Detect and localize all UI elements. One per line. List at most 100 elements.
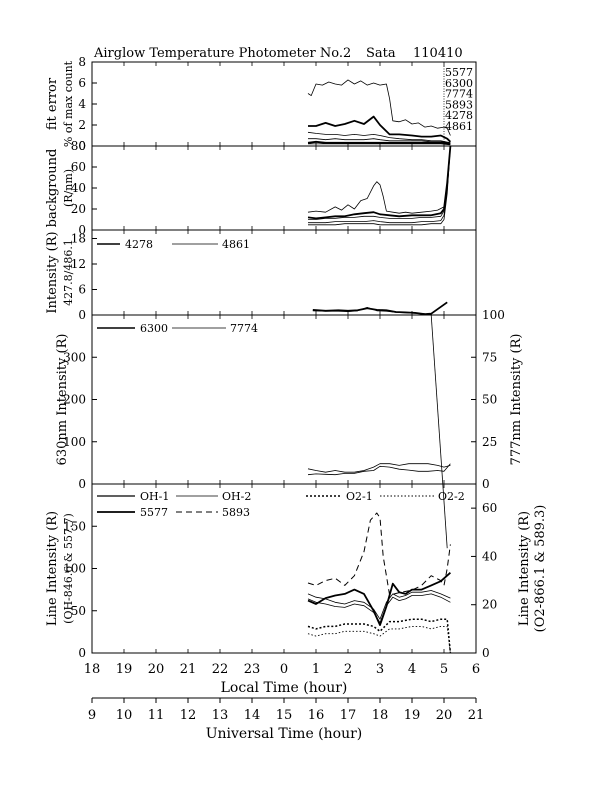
date-code: 110410 [413,46,463,61]
fit-error-legend-6300: 6300 [445,77,473,90]
local-time-axis-label: Local Time (hour) [221,680,348,696]
panel-blue-intensity-ytick-label: 6 [78,283,86,297]
panel-line-intensity-ytick-right-label: 20 [482,598,497,612]
panel-red-intensity-series-7774 [307,463,451,473]
line-legend-5577: 5577 [140,506,168,519]
line-legend-5893: 5893 [222,506,250,519]
panel-background-series-3 [308,145,451,220]
panel-background-ylabel: (R/nm) [62,169,75,207]
universal-time-tick-18: 18 [372,708,389,723]
panel-background-series-2 [307,145,452,220]
fit-error-legend-5893: 5893 [445,98,473,111]
panel-background-ytick-label: 20 [71,202,86,216]
panel-line-intensity-ylabel: (OH-846.6 & 557.7) [62,513,75,624]
local-time-tick-22: 22 [212,662,229,677]
local-time-tick-6: 6 [472,662,480,677]
fit-error-legend-7774: 7774 [445,88,473,101]
universal-time-axis-label: Universal Time (hour) [206,726,363,742]
panel-line-intensity-ylabel-right: (O2-866.1 & 589.3) [533,505,548,633]
panel-fit-error-ylabel: % of max count [62,60,75,147]
panel-background-series-5 [308,145,451,226]
panel-line-intensity-ytick-label: 150 [63,519,86,533]
panel-fit-error-ytick-label: 0 [78,139,86,153]
panel-fit-error-ytick-label: 2 [78,118,86,132]
local-time-tick-20: 20 [148,662,165,677]
fit-error-legend-5577: 5577 [445,66,473,79]
panel-red-intensity-ytick-label: 300 [63,350,86,364]
universal-time-tick-15: 15 [276,708,293,723]
local-time-tick-4: 4 [408,662,416,677]
panel-background-ytick-label: 80 [71,139,86,153]
panel-red-intensity-ytick-label: 200 [63,393,86,407]
panel-background-ytick-label: 0 [78,223,86,237]
panel-red-intensity-frame [91,314,477,485]
line-legend-o22: O2-2 [438,490,465,503]
panel-red-intensity-ytick-label: 0 [78,477,86,491]
panel-line-intensity-series-O2-1 [307,618,452,654]
local-time-tick-3: 3 [376,662,384,677]
panel-blue-intensity-ylabel: 427.8/486.1 [62,239,75,306]
panel-line-intensity-series-O2-2 [307,625,451,654]
local-time-tick-19: 19 [116,662,133,677]
panel-line-intensity-series-5893 [307,512,451,596]
panel-line-intensity-series-OH-1 [307,590,451,620]
fit-error-legend-4278: 4278 [445,109,473,122]
panel-line-intensity-ylabel: Line Intensity (R) [45,511,60,626]
panel-red-intensity-ytick-right-label: 75 [482,350,497,364]
panel-blue-intensity-ytick-label: 0 [78,308,86,322]
universal-time-tick-12: 12 [180,708,197,723]
panel-red-intensity-ytick-right-label: 0 [482,477,490,491]
panel-line-intensity-ylabel-right: Line Intensity (R) [517,511,532,626]
local-time-tick-1: 1 [312,662,320,677]
panel-fit-error-ytick-label: 8 [78,55,86,69]
universal-time-tick-16: 16 [308,708,325,723]
panel-background-series-4 [308,145,451,224]
panel-fit-error-ytick-label: 4 [78,97,86,111]
panel-red-intensity-ylabel-right: 777nm Intensity (R) [509,334,524,466]
panel-fit-error-series-6300 [307,131,451,144]
panel-fit-error-series-5577 [307,79,451,136]
panel-line-intensity-ytick-right-label: 40 [482,549,497,563]
panel-red-intensity-ytick-label: 100 [63,435,86,449]
panel-blue-intensity-ytick-label: 12 [71,257,86,271]
universal-time-tick-17: 17 [340,708,357,723]
local-time-tick-0: 0 [280,662,288,677]
panel-line-intensity-ytick-label: 0 [78,646,86,660]
panel-background-ytick-label: 60 [71,160,86,174]
panel-red-intensity-ytick-right-label: 50 [482,393,497,407]
panel-blue-intensity-ytick-label: 18 [71,232,86,246]
blue-legend-4861: 4861 [222,238,250,251]
panel-background-series-1 [307,145,451,214]
panel-red-intensity-ytick-right-label: 25 [482,435,497,449]
panel-line-intensity-ytick-label: 100 [63,562,86,576]
line-legend-oh1: OH-1 [140,490,169,503]
fit-error-legend-4861: 4861 [445,120,473,133]
red-legend-6300: 6300 [140,322,168,335]
panel-fit-error-frame [91,61,477,147]
panel-fit-error-ytick-label: 6 [78,76,86,90]
chart-title: Airglow Temperature Photometer No.2 [93,46,351,61]
local-time-tick-21: 21 [180,662,197,677]
local-time-tick-18: 18 [84,662,101,677]
universal-time-tick-11: 11 [148,708,165,723]
panel-line-intensity-series-5577 [307,572,451,626]
panel-blue-intensity-series-4861 [312,306,425,315]
panel-red-intensity-series-7774-spike [430,314,448,549]
panel-line-intensity-ytick-label: 50 [71,604,86,618]
panel-background-ytick-label: 40 [71,181,86,195]
panel-background-ylabel: background [45,149,60,228]
panel-fit-error-series-4278 [307,140,451,145]
red-legend-7774: 7774 [230,322,258,335]
line-legend-oh2: OH-2 [222,490,251,503]
panel-line-intensity-series-OH-2 [307,593,451,623]
panel-red-intensity-ytick-right-label: 100 [482,308,505,322]
panel-red-intensity-ylabel: 630nm Intensity (R) [55,334,70,466]
panel-line-intensity-ytick-right-label: 60 [482,501,497,515]
panel-fit-error-series-4861 [308,143,451,146]
panel-fit-error-ylabel: fit error [45,77,60,130]
panel-line-intensity-ytick-right-label: 0 [482,646,490,660]
universal-time-tick-20: 20 [436,708,453,723]
blue-legend-4278: 4278 [125,238,153,251]
